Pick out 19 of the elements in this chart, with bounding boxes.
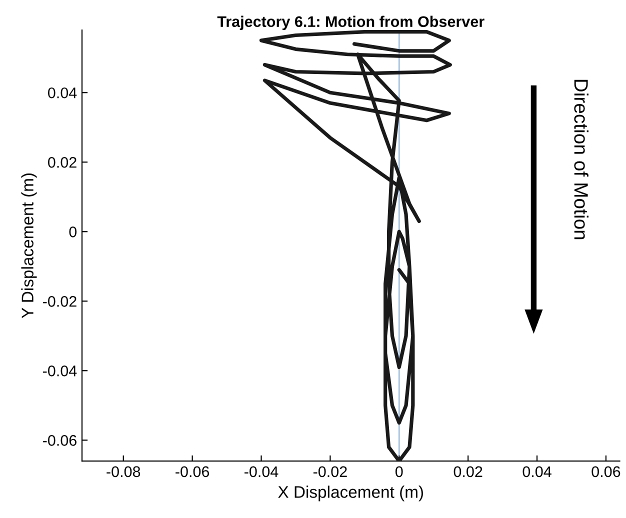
y-tick-label: 0.04: [48, 87, 77, 98]
y-axis-title: Y Displacement (m): [21, 174, 37, 318]
chart-title: Trajectory 6.1: Motion from Observer: [217, 16, 484, 30]
y-tick-label: -0.02: [43, 296, 76, 307]
x-tick-label: -0.08: [106, 466, 140, 478]
x-axis-title: X Displacement (m): [278, 486, 424, 502]
x-tick-label: 0.06: [592, 466, 620, 478]
x-tick-label: -0.02: [313, 466, 347, 478]
x-tick-label: 0.04: [522, 466, 552, 478]
x-tick-label: 0: [395, 466, 403, 478]
line-series: [259, 30, 452, 462]
y-tick-label: 0: [69, 226, 77, 238]
x-tick-label: 0.02: [454, 466, 482, 478]
annotation: Direction of Motion: [574, 80, 588, 240]
y-tick-label: -0.04: [43, 366, 77, 376]
y-tick-label: 0.02: [48, 156, 76, 168]
x-tick-label: -0.06: [176, 466, 210, 478]
y-tick-label: -0.06: [43, 435, 76, 446]
x-tick-label: -0.04: [244, 466, 278, 478]
